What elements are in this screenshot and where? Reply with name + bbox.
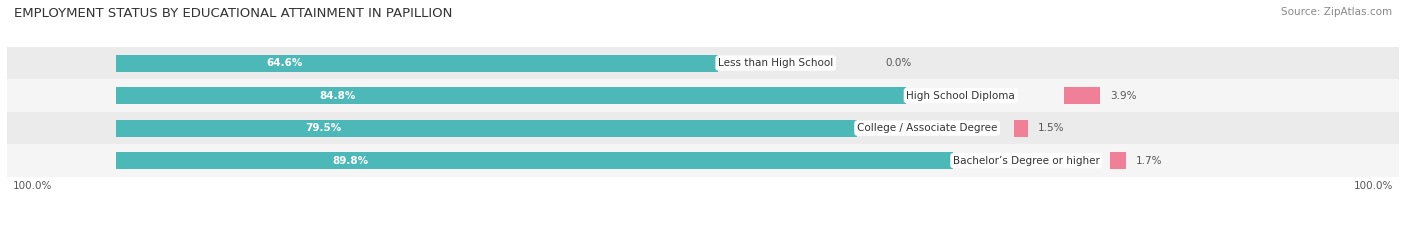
Bar bbox=[1111, 152, 1126, 169]
Text: 3.9%: 3.9% bbox=[1109, 91, 1136, 101]
Bar bbox=[7, 144, 1399, 177]
Text: 0.0%: 0.0% bbox=[884, 58, 911, 68]
Text: College / Associate Degree: College / Associate Degree bbox=[856, 123, 997, 133]
Bar bbox=[1064, 87, 1099, 104]
Bar bbox=[7, 79, 1399, 112]
Text: 1.7%: 1.7% bbox=[1136, 156, 1163, 166]
Legend: In Labor Force, Unemployed: In Labor Force, Unemployed bbox=[606, 231, 800, 233]
Text: EMPLOYMENT STATUS BY EDUCATIONAL ATTAINMENT IN PAPILLION: EMPLOYMENT STATUS BY EDUCATIONAL ATTAINM… bbox=[14, 7, 453, 20]
Bar bbox=[7, 112, 1399, 144]
Text: 100.0%: 100.0% bbox=[1354, 181, 1393, 191]
Bar bbox=[115, 55, 718, 72]
Bar bbox=[115, 152, 953, 169]
Bar bbox=[1014, 120, 1028, 137]
Bar bbox=[115, 87, 907, 104]
Text: 100.0%: 100.0% bbox=[13, 181, 52, 191]
Text: Bachelor’s Degree or higher: Bachelor’s Degree or higher bbox=[953, 156, 1099, 166]
Text: 79.5%: 79.5% bbox=[305, 123, 342, 133]
Text: 84.8%: 84.8% bbox=[319, 91, 356, 101]
Text: 89.8%: 89.8% bbox=[332, 156, 368, 166]
Bar bbox=[7, 47, 1399, 79]
Text: 1.5%: 1.5% bbox=[1038, 123, 1064, 133]
Text: Source: ZipAtlas.com: Source: ZipAtlas.com bbox=[1281, 7, 1392, 17]
Bar bbox=[115, 120, 856, 137]
Text: Less than High School: Less than High School bbox=[718, 58, 834, 68]
Text: 64.6%: 64.6% bbox=[266, 58, 302, 68]
Text: High School Diploma: High School Diploma bbox=[907, 91, 1015, 101]
